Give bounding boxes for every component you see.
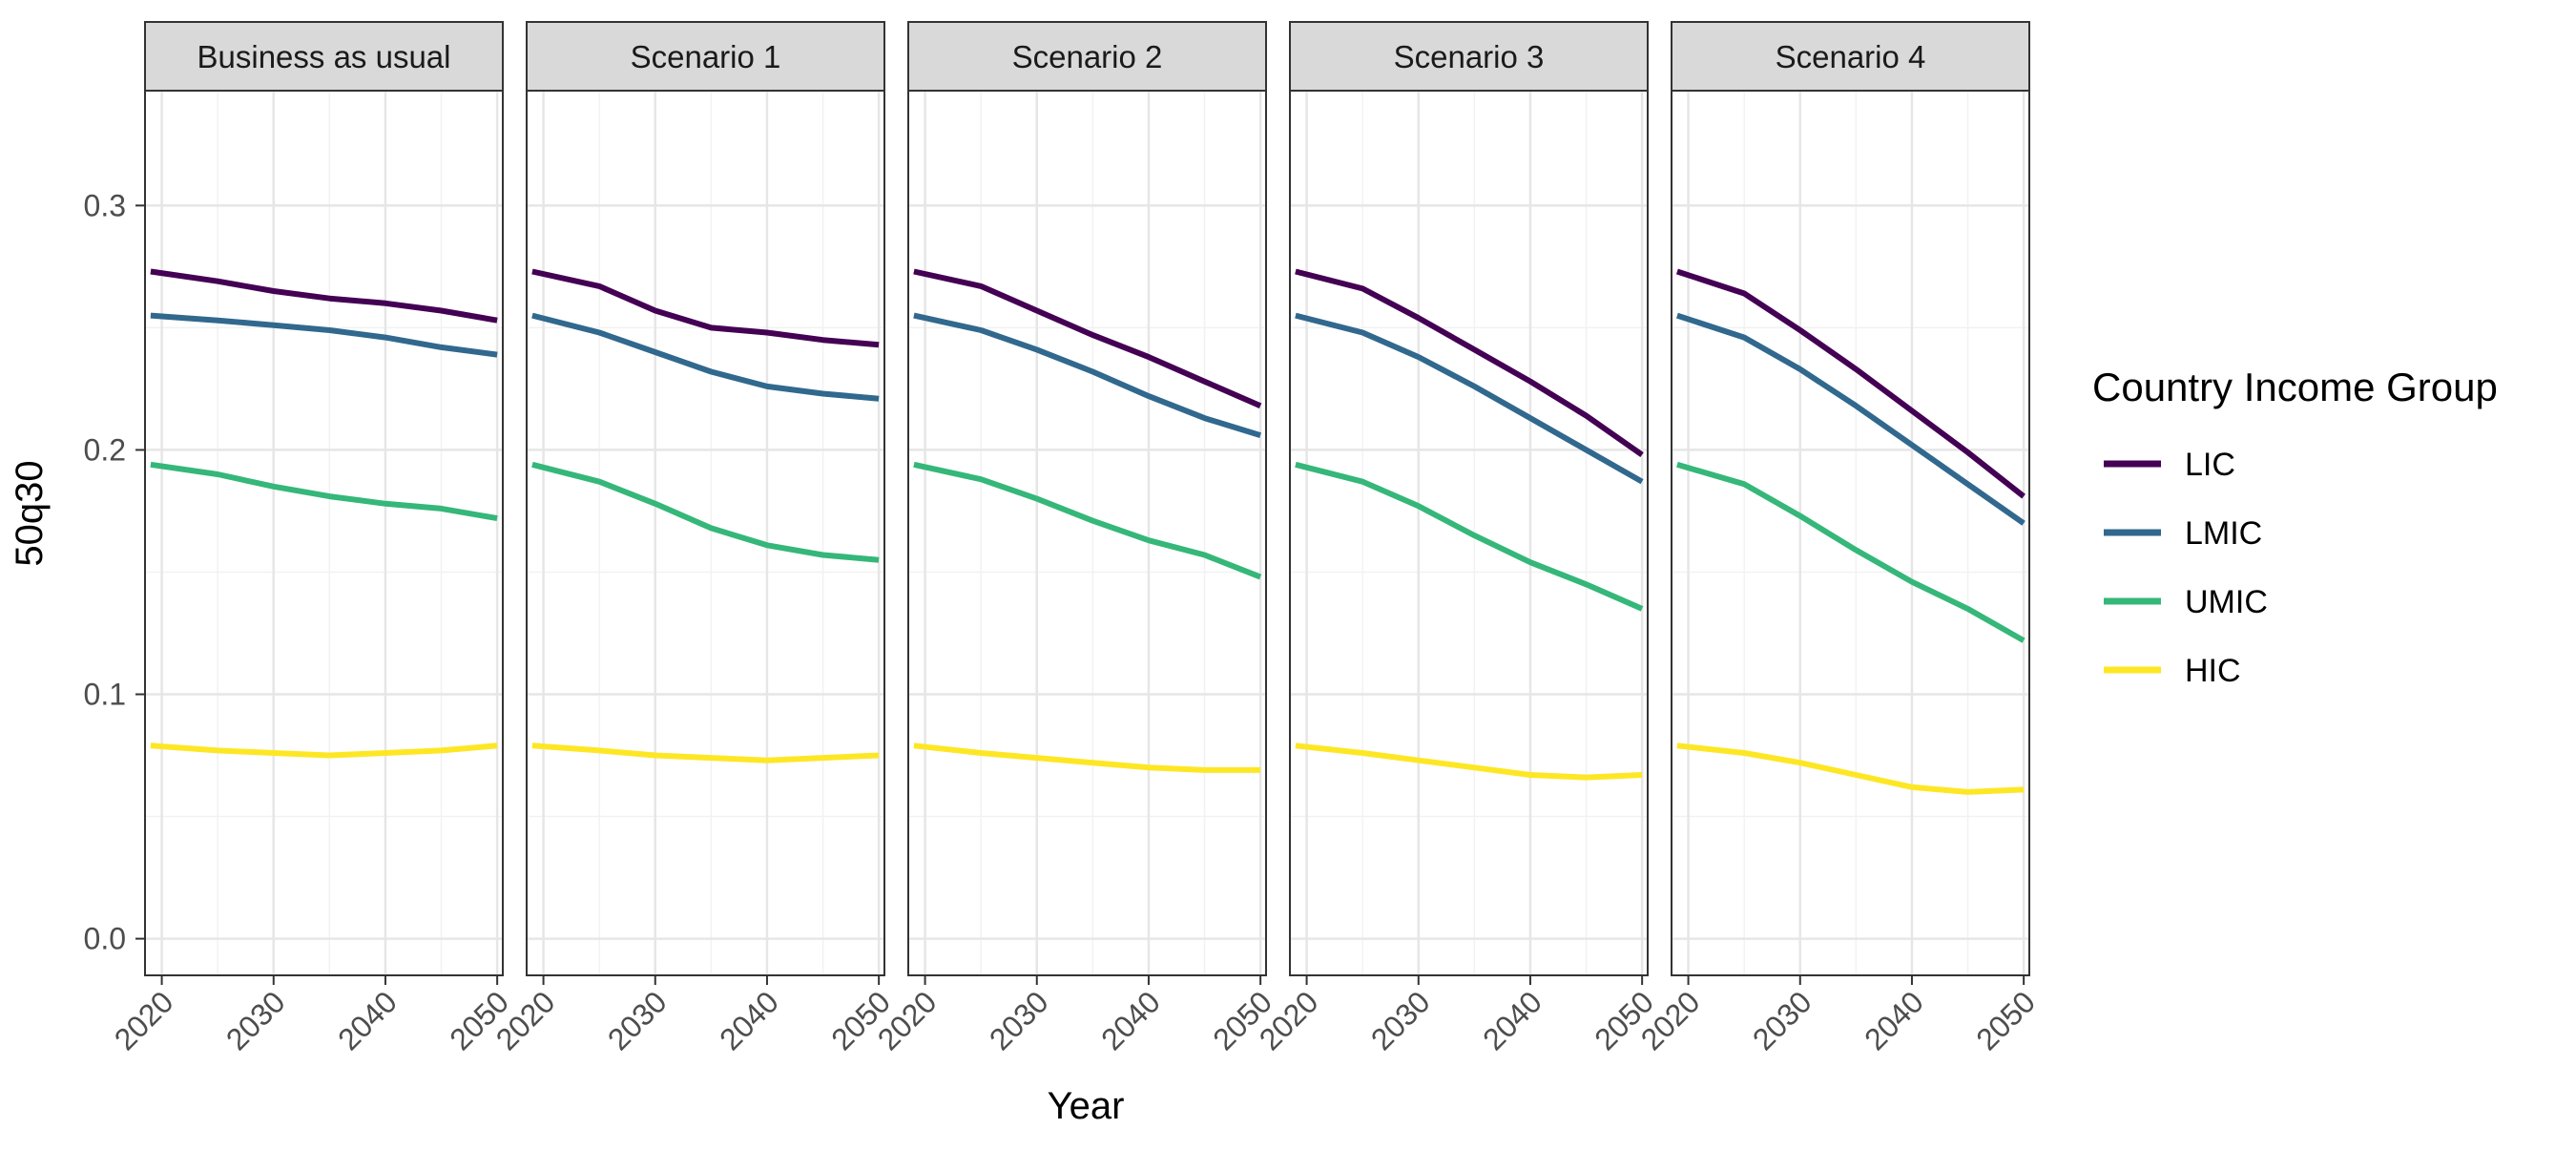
- strip-background: [907, 21, 1267, 92]
- strip-label: Scenario 3: [1394, 39, 1545, 74]
- series-line-hic: [1295, 742, 1643, 781]
- panel-border: [1671, 90, 2030, 976]
- series-line-lmic: [1675, 312, 2025, 526]
- legend-item-lmic: LMIC: [2104, 515, 2262, 552]
- strip-background: [526, 21, 885, 92]
- x-tick-label: 2040: [331, 984, 404, 1056]
- x-tick-label: 2030: [983, 984, 1055, 1056]
- series-line-lmic: [531, 312, 880, 402]
- strip-label: Business as usual: [197, 39, 451, 74]
- strip-background: [1671, 21, 2030, 92]
- x-tick-label: 2030: [1746, 984, 1818, 1056]
- legend-label: LIC: [2185, 447, 2235, 483]
- x-tick-label: 2030: [219, 984, 292, 1056]
- y-tick-label: 0.2: [84, 432, 126, 467]
- legend-label: UMIC: [2185, 584, 2268, 620]
- panels-layer: Business as usual 2020 2030 2040 2050 Scenari…: [108, 21, 2042, 1056]
- legend: Country Income Group LIC LMIC UMIC HIC: [2092, 365, 2498, 689]
- series-line-umic: [150, 461, 498, 522]
- x-tick-label: 2030: [1364, 984, 1437, 1056]
- x-tick-label: 2020: [108, 984, 180, 1056]
- strip-label: Scenario 4: [1776, 39, 1926, 74]
- series-line-lic: [1295, 268, 1644, 458]
- y-axis: 0.0 0.1 0.2 0.3: [84, 188, 145, 956]
- legend-item-hic: HIC: [2104, 653, 2241, 689]
- series-line-umic: [1295, 461, 1644, 612]
- strip-label: Scenario 1: [631, 39, 781, 74]
- panel-border: [526, 90, 885, 976]
- series-line-umic: [531, 461, 880, 563]
- x-axis-title: Year: [1048, 1085, 1125, 1127]
- legend-title: Country Income Group: [2092, 365, 2498, 409]
- series-line-umic: [1676, 461, 2025, 643]
- series-line-hic: [913, 742, 1261, 773]
- series-line-lic: [913, 268, 1262, 409]
- series-line-hic: [531, 742, 880, 763]
- x-tick-label: 2040: [1858, 984, 1930, 1056]
- x-tick-label: 2040: [1476, 984, 1548, 1056]
- y-axis-title: 50q30: [9, 460, 51, 566]
- series-line-lmic: [1295, 312, 1644, 485]
- legend-item-lic: LIC: [2104, 447, 2235, 483]
- y-tick-label: 0.1: [84, 678, 126, 712]
- legend-label: LMIC: [2185, 515, 2262, 552]
- series-line-lic: [531, 268, 880, 348]
- x-tick-label: 2030: [601, 984, 674, 1056]
- panel-border: [907, 90, 1267, 976]
- y-tick-label: 0.3: [84, 188, 126, 222]
- series-line-lmic: [913, 312, 1261, 438]
- series-line-hic: [1676, 742, 2025, 795]
- x-tick-label: 2040: [1094, 984, 1167, 1056]
- panel-border: [144, 90, 504, 976]
- series-line-lmic: [150, 312, 498, 358]
- series-line-lic: [150, 268, 498, 324]
- strip-label: Scenario 2: [1012, 39, 1163, 74]
- strip-background: [1289, 21, 1649, 92]
- x-tick-label: 2050: [1969, 984, 2042, 1056]
- series-line-umic: [913, 461, 1262, 580]
- series-line-hic: [150, 742, 498, 759]
- legend-item-umic: UMIC: [2104, 584, 2268, 620]
- y-tick-label: 0.0: [84, 922, 126, 956]
- x-tick-label: 2040: [713, 984, 785, 1056]
- strip-background: [144, 21, 504, 92]
- series-line-lic: [1675, 268, 2025, 499]
- legend-label: HIC: [2185, 653, 2241, 689]
